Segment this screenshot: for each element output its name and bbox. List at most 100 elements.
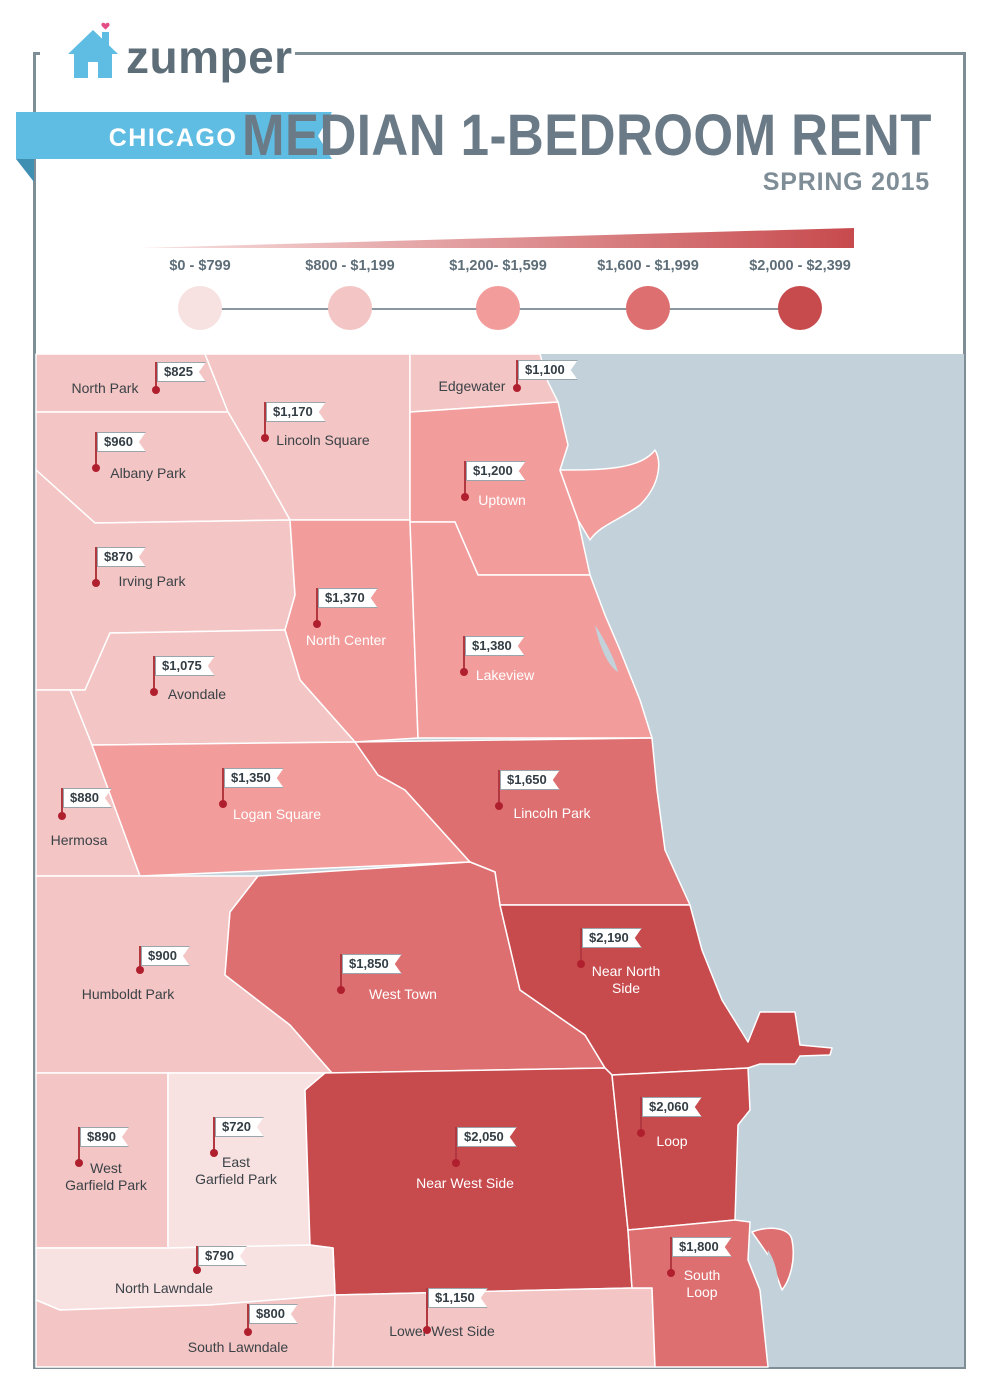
flag-pole [455,1127,457,1163]
house-logo-icon [68,22,118,78]
map-pin-icon [461,493,469,501]
flag-pole [426,1288,428,1330]
label-lower-west-side: Lower West Side [389,1323,495,1339]
lagoon-2 [767,1250,779,1300]
map-pin-icon [152,386,160,394]
flag-pole [464,461,466,497]
map-pin-icon [667,1269,675,1277]
legend-swatch-3 [476,286,520,330]
legend: $0 - $799 $800 - $1,199 $1,200- $1,599 $1,6… [140,258,870,338]
rent-value: $1,350 [224,768,284,788]
legend-label-2: $800 - $1,199 [305,258,395,274]
flag-pole [95,432,97,468]
rent-value: $1,150 [428,1288,488,1308]
rent-value: $900 [141,946,190,966]
label-hermosa: Hermosa [50,832,108,848]
page-subtitle: SPRING 2015 [762,168,930,196]
label-near-north-side: Near North Side [591,963,661,996]
rent-value: $1,850 [342,954,402,974]
label-north-center: North Center [305,632,387,648]
map-pin-icon [313,620,321,628]
flag-pole [670,1237,672,1273]
legend-swatch-2 [328,286,372,330]
map-pin-icon [219,800,227,808]
rent-value: $890 [80,1127,129,1147]
flag-pole [264,402,266,438]
rent-value: $2,060 [642,1097,702,1117]
legend-swatch-4 [626,286,670,330]
map-pin-icon [193,1266,201,1274]
flag-pole [222,768,224,804]
flag-pole [155,362,157,390]
map-pin-icon [337,986,345,994]
label-uptown: Uptown [478,492,526,508]
flag-pole [213,1117,215,1153]
montrose-harbor [559,449,660,541]
map-pin-icon [75,1159,83,1167]
flag-pole [78,1127,80,1163]
label-west-garfield-park: West Garfield Park [65,1160,147,1193]
map-pin-icon [637,1129,645,1137]
label-humboldt-park: Humboldt Park [81,986,175,1002]
flag-pole [316,588,318,624]
flag-pole [340,954,342,990]
map-pin-icon [577,960,585,968]
map-pin-icon [244,1328,252,1336]
map-pin-icon [423,1326,431,1334]
map-pin-icon [261,434,269,442]
flag-pole [196,1246,198,1270]
rent-value: $870 [97,547,146,567]
flag-pole [498,770,500,806]
rent-value: $1,100 [518,360,578,380]
map-pin-icon [136,966,144,974]
map-pin-icon [92,579,100,587]
label-lincoln-square: Lincoln Square [276,432,370,448]
flag-pole [580,928,582,964]
rent-value: $1,170 [266,402,326,422]
legend-gradient-ramp [140,228,854,248]
legend-swatch-5 [778,286,822,330]
rent-value: $720 [215,1117,264,1137]
label-south-loop: South Loop [683,1267,721,1300]
label-albany-park: Albany Park [110,465,186,481]
label-east-garfield-park: East Garfield Park [195,1154,277,1187]
rent-value: $880 [63,788,112,808]
city-banner [16,112,332,182]
rent-value: $1,370 [318,588,378,608]
legend-label-3: $1,200- $1,599 [449,258,547,274]
brand-logo[interactable]: zumper [126,31,293,83]
label-irving-park: Irving Park [118,573,186,589]
region-south-loop[interactable] [627,1219,769,1368]
label-lincoln-park: Lincoln Park [513,805,591,821]
city-label: CHICAGO [108,124,238,152]
page-title: MEDIAN 1-BEDROOM RENT [242,103,932,168]
rent-value: $960 [97,432,146,452]
rent-value: $825 [157,362,206,382]
rent-value: $2,190 [582,928,642,948]
flag-pole [95,547,97,583]
rent-value: $2,050 [457,1127,517,1147]
map-pin-icon [513,384,521,392]
label-south-lawndale: South Lawndale [187,1339,289,1355]
map-pin-icon [58,812,66,820]
flag-pole [153,656,155,692]
label-loop: Loop [656,1133,688,1149]
rent-value: $1,380 [465,636,525,656]
label-avondale: Avondale [167,686,227,702]
legend-label-5: $2,000 - $2,399 [749,258,851,274]
flag-pole [640,1097,642,1133]
lagoon-1 [595,625,618,672]
map-pin-icon [210,1149,218,1157]
map-pin-icon [452,1159,460,1167]
flag-pole [139,946,141,970]
flag-pole [463,636,465,672]
label-logan-square: Logan Square [233,806,321,822]
label-lakeview: Lakeview [475,667,535,683]
flag-pole [61,788,63,816]
label-near-west-side: Near West Side [416,1175,514,1191]
flag-pole [247,1304,249,1332]
region-lakeview[interactable] [409,521,653,739]
map-pin-icon [92,464,100,472]
map-pin-icon [495,802,503,810]
